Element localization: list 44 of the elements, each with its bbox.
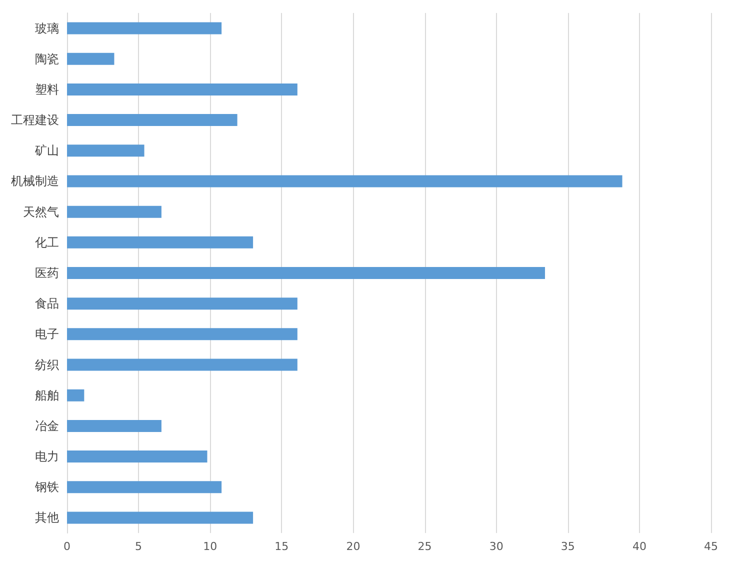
bar (67, 389, 84, 402)
y-tick-label: 医药 (35, 266, 59, 280)
bar (67, 52, 114, 65)
y-tick-label: 机械制造 (11, 174, 59, 188)
y-tick-label: 塑料 (35, 82, 59, 96)
bar (67, 175, 622, 188)
y-tick-label: 陶瓷 (35, 52, 59, 66)
y-tick-label: 钢铁 (34, 480, 59, 494)
y-tick-label: 玻璃 (35, 21, 59, 36)
x-tick-label: 10 (203, 540, 218, 553)
bar (67, 267, 545, 279)
bar (67, 22, 222, 34)
x-tick-label: 25 (418, 540, 432, 553)
bar (67, 481, 222, 494)
bar (67, 144, 144, 157)
bar (67, 328, 298, 340)
y-tick-label: 天然气 (23, 204, 59, 219)
x-tick-label: 30 (489, 540, 504, 553)
y-tick-label: 其他 (35, 510, 59, 525)
x-tick-label: 45 (704, 540, 718, 553)
y-tick-label: 冶金 (35, 418, 59, 433)
bar (67, 512, 254, 524)
bar (67, 114, 238, 126)
bar (67, 358, 298, 371)
y-tick-label: 化工 (35, 235, 59, 250)
y-tick-label: 船舶 (35, 388, 59, 402)
bar (67, 206, 162, 218)
x-tick-label: 5 (135, 540, 142, 553)
y-tick-label: 电力 (35, 450, 59, 464)
x-tick-label: 0 (64, 540, 70, 553)
y-tick-label: 工程建设 (11, 113, 59, 128)
x-tick-label: 15 (274, 540, 289, 553)
x-tick-label: 20 (346, 540, 360, 553)
x-tick-label: 40 (632, 540, 646, 553)
bar (67, 236, 254, 248)
bar (67, 450, 208, 463)
y-tick-label: 纺织 (35, 358, 59, 372)
x-tick-label: 35 (560, 540, 575, 553)
y-tick-label: 食品 (35, 296, 59, 311)
bar (67, 420, 162, 432)
bar (67, 298, 298, 310)
y-tick-label: 矿山 (34, 144, 59, 158)
bar (67, 83, 298, 96)
y-tick-label: 电子 (35, 327, 59, 342)
